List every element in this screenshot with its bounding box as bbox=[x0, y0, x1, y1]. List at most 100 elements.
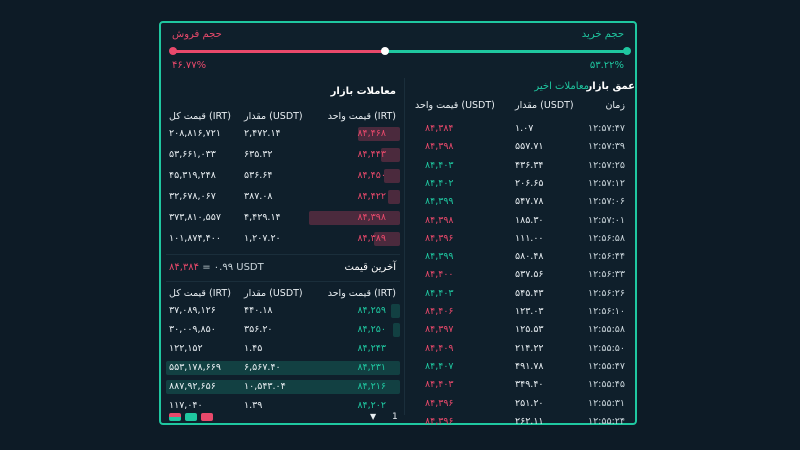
table-row: ۱۲:۵۶:۲۶ ۵۴۵.۴۳ ۸۴,۴۰۳ bbox=[411, 288, 635, 308]
trade-price: ۸۴,۴۰۷ bbox=[425, 360, 454, 372]
trade-amount: ۳۴۹.۴۰ bbox=[515, 379, 544, 391]
table-row: ۱۲:۵۷:۰۶ ۵۴۷.۷۸ ۸۴,۳۹۹ bbox=[411, 196, 635, 216]
last-price-label: آخرین قیمت bbox=[344, 262, 396, 273]
trade-time: ۱۲:۵۷:۴۷ bbox=[587, 123, 625, 134]
trade-amount: ۲۰۶.۶۵ bbox=[515, 177, 544, 189]
bids-header: قیمت واحد (IRT) مقدار (USDT) قیمت کل (IR… bbox=[166, 288, 400, 302]
order-amount: ۴۴۰.۱۸ bbox=[244, 305, 273, 316]
trade-amount: ۲۶۲.۱۱ bbox=[515, 415, 544, 427]
depth-bar bbox=[392, 323, 400, 337]
order-total: ۴۵,۳۱۹,۲۴۸ bbox=[169, 170, 216, 181]
table-row: ۱۲:۵۵:۵۸ ۱۲۵.۵۳ ۸۴,۳۹۷ bbox=[411, 324, 635, 344]
order-row[interactable]: ۸۴,۳۸۹ ۱,۲۰۷.۲۰ ۱۰۱,۸۷۴,۴۰۰ bbox=[166, 231, 400, 247]
trade-time: ۱۲:۵۶:۲۶ bbox=[587, 287, 625, 299]
depth-bar bbox=[308, 211, 400, 225]
filter-buy-button[interactable] bbox=[185, 413, 197, 421]
trade-time: ۱۲:۵۶:۴۴ bbox=[587, 251, 625, 263]
last-price-usdt: = ۰.۹۹ USDT bbox=[199, 262, 264, 273]
trade-price: ۸۴,۳۹۶ bbox=[425, 397, 454, 409]
order-row[interactable]: ۸۴,۲۴۳ ۱.۴۵ ۱۲۲,۱۵۲ bbox=[166, 341, 400, 357]
order-total: ۳۷,۰۸۹,۱۲۶ bbox=[169, 305, 216, 316]
header-total: قیمت کل (IRT) bbox=[169, 111, 231, 122]
order-row[interactable]: ۸۴,۴۴۳ ۶۳۵.۳۲ ۵۳,۶۶۱,۰۳۳ bbox=[166, 147, 400, 163]
trade-amount: ۱.۰۷ bbox=[515, 123, 534, 134]
order-row[interactable]: ۸۴,۲۵۹ ۴۴۰.۱۸ ۳۷,۰۸۹,۱۲۶ bbox=[166, 303, 400, 319]
order-total: ۸۸۷,۹۲,۶۵۶ bbox=[169, 381, 216, 392]
table-row: ۱۲:۵۵:۵۰ ۲۱۴.۲۲ ۸۴,۴۰۹ bbox=[411, 343, 635, 363]
depth-bar bbox=[357, 127, 400, 141]
header-price: قیمت واحد (IRT) bbox=[327, 111, 396, 122]
table-row: ۱۲:۵۶:۵۸ ۱۱۱.۰۰ ۸۴,۳۹۶ bbox=[411, 233, 635, 253]
order-amount: ۱,۲۰۷.۲۰ bbox=[244, 233, 281, 244]
trade-time: ۱۲:۵۶:۳۳ bbox=[587, 269, 625, 281]
trade-amount: ۴۹۱.۷۸ bbox=[515, 360, 544, 372]
trade-time: ۱۲:۵۵:۵۸ bbox=[587, 324, 625, 336]
order-price: ۸۴,۴۲۲ bbox=[357, 191, 386, 202]
market-trades-title: معاملات بازار bbox=[330, 86, 396, 97]
table-row: ۱۲:۵۵:۴۷ ۴۹۱.۷۸ ۸۴,۴۰۷ bbox=[411, 361, 635, 381]
order-price: ۸۴,۲۰۲ bbox=[357, 400, 386, 411]
depth-bar bbox=[381, 148, 400, 162]
order-row[interactable]: ۸۴,۲۳۱ ۶,۵۶۷.۴۰ ۵۵۳,۱۷۸,۶۶۹ bbox=[166, 360, 400, 376]
last-price-irt: ۸۴,۳۸۴ bbox=[169, 262, 200, 273]
table-row: ۱۲:۵۷:۱۲ ۲۰۶.۶۵ ۸۴,۴۰۲ bbox=[411, 178, 635, 198]
order-amount: ۶,۵۶۷.۴۰ bbox=[244, 362, 281, 373]
order-price: ۸۴,۲۱۶ bbox=[357, 381, 386, 392]
depth-bar bbox=[390, 304, 400, 318]
chevron-down-icon[interactable]: ▼ bbox=[370, 412, 377, 421]
market-widget: حجم فروش حجم خرید ۴۶.۷۷% ۵۳.۲۲% معاملات … bbox=[159, 21, 637, 427]
table-row: ۱۲:۵۵:۲۴ ۲۶۲.۱۱ ۸۴,۳۹۶ bbox=[411, 416, 635, 436]
header-amount: مقدار (USDT) bbox=[515, 100, 574, 111]
trade-time: ۱۲:۵۷:۳۹ bbox=[587, 141, 625, 153]
order-row[interactable]: ۸۴,۲۱۶ ۱۰,۵۴۳.۰۴ ۸۸۷,۹۲,۶۵۶ bbox=[166, 379, 400, 395]
trade-amount: ۵۸۰.۴۸ bbox=[515, 251, 544, 263]
ratio-marker bbox=[381, 47, 390, 55]
recent-trades-panel: عمق بازار معاملات اخیر زمان مقدار (USDT)… bbox=[404, 78, 635, 427]
order-row[interactable]: ۸۴,۳۹۸ ۴,۴۲۹.۱۴ ۳۷۳,۸۱۰,۵۵۷ bbox=[166, 210, 400, 226]
order-total: ۳۷۳,۸۱۰,۵۵۷ bbox=[169, 212, 221, 223]
trade-amount: ۵۳۷.۵۶ bbox=[515, 269, 544, 281]
order-amount: ۱۰,۵۴۳.۰۴ bbox=[244, 381, 286, 392]
table-row: ۱۲:۵۷:۲۵ ۴۳۶.۳۴ ۸۴,۴۰۳ bbox=[411, 160, 635, 180]
precision-select[interactable]: 1 bbox=[392, 412, 398, 422]
trade-price: ۸۴,۴۰۳ bbox=[425, 159, 454, 171]
order-amount: ۱.۳۹ bbox=[244, 400, 263, 411]
table-row: ۱۲:۵۶:۳۳ ۵۳۷.۵۶ ۸۴,۴۰۰ bbox=[411, 269, 635, 289]
order-row[interactable]: ۸۴,۲۰۲ ۱.۳۹ ۱۱۷,۰۴۰ bbox=[166, 398, 400, 414]
sell-end-dot bbox=[169, 47, 177, 55]
last-price-value: ۸۴,۳۸۴ = ۰.۹۹ USDT bbox=[169, 262, 264, 273]
order-price: ۸۴,۲۵۰ bbox=[357, 324, 386, 335]
trade-price: ۸۴,۳۸۴ bbox=[425, 123, 454, 134]
trade-time: ۱۲:۵۶:۵۸ bbox=[587, 232, 625, 244]
trade-amount: ۱۱۱.۰۰ bbox=[515, 232, 544, 244]
order-price: ۸۴,۴۴۳ bbox=[357, 149, 386, 160]
order-row[interactable]: ۸۴,۴۲۲ ۳۸۷.۰۸ ۳۲,۶۷۸,۰۶۷ bbox=[166, 189, 400, 205]
trade-amount: ۱۲۳.۰۳ bbox=[515, 306, 544, 317]
order-total: ۱۲۲,۱۵۲ bbox=[169, 343, 203, 354]
order-row[interactable]: ۸۴,۴۵۰ ۵۳۶.۶۴ ۴۵,۳۱۹,۲۴۸ bbox=[166, 168, 400, 184]
order-row[interactable]: ۸۴,۴۶۸ ۲,۴۷۲.۱۴ ۲۰۸,۸۱۶,۷۲۱ bbox=[166, 126, 400, 142]
trade-price: ۸۴,۴۰۳ bbox=[425, 287, 454, 299]
trade-price: ۸۴,۴۰۲ bbox=[425, 177, 454, 189]
trade-time: ۱۲:۵۵:۴۷ bbox=[587, 360, 625, 372]
buy-end-dot bbox=[623, 47, 631, 55]
order-amount: ۳۸۷.۰۸ bbox=[244, 191, 273, 202]
tab-recent-trades[interactable]: معاملات اخیر bbox=[534, 81, 589, 92]
table-row: ۱۲:۵۵:۴۵ ۳۴۹.۴۰ ۸۴,۴۰۳ bbox=[411, 379, 635, 399]
order-row[interactable]: ۸۴,۲۵۰ ۳۵۶.۲۰ ۳۰,۰۰۹,۸۵۰ bbox=[166, 322, 400, 338]
trade-price: ۸۴,۴۰۳ bbox=[425, 379, 454, 391]
trade-price: ۸۴,۳۹۸ bbox=[425, 214, 454, 226]
filter-sell-button[interactable] bbox=[201, 413, 213, 421]
trade-time: ۱۲:۵۷:۲۵ bbox=[587, 159, 625, 171]
header-total: قیمت کل (IRT) bbox=[169, 288, 231, 299]
trade-time: ۱۲:۵۷:۱۲ bbox=[587, 177, 625, 189]
asks-header: قیمت واحد (IRT) مقدار (USDT) قیمت کل (IR… bbox=[166, 111, 400, 125]
trade-time: ۱۲:۵۷:۰۱ bbox=[587, 214, 625, 226]
order-price: ۸۴,۳۹۸ bbox=[357, 212, 386, 223]
order-total: ۱۰۱,۸۷۴,۴۰۰ bbox=[169, 233, 221, 244]
order-total: ۳۰,۰۰۹,۸۵۰ bbox=[169, 324, 216, 335]
trade-price: ۸۴,۴۰۶ bbox=[425, 306, 454, 317]
tab-market-depth[interactable]: عمق بازار bbox=[586, 81, 635, 92]
order-amount: ۵۳۶.۶۴ bbox=[244, 170, 273, 181]
filter-both-button[interactable] bbox=[169, 413, 181, 421]
